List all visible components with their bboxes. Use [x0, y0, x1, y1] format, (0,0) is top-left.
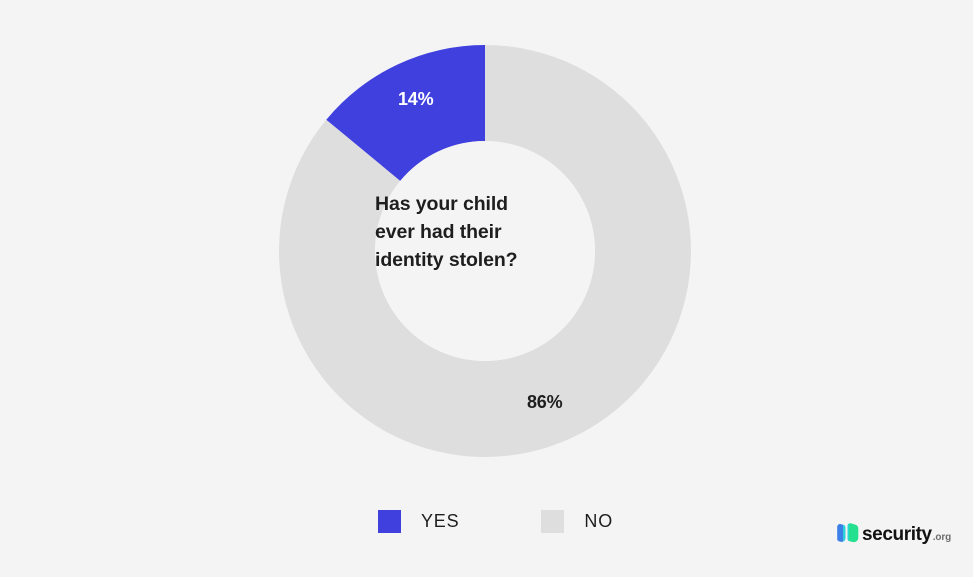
brand-tld: .org	[932, 532, 952, 543]
legend-item-no[interactable]: NO	[541, 510, 613, 533]
legend-swatch-no-icon	[541, 510, 565, 533]
slice-value-label-yes: 14%	[398, 89, 434, 109]
legend-swatch-yes-icon	[378, 510, 401, 533]
legend-label-no: NO	[584, 511, 614, 531]
slice-value-label-no: 86%	[527, 392, 563, 412]
donut-slice-no[interactable]	[279, 45, 691, 457]
donut-chart	[279, 45, 691, 457]
donut-hole	[375, 141, 595, 361]
donut-slice-yes[interactable]	[326, 45, 485, 181]
brand-name: security	[862, 524, 932, 545]
donut-svg	[279, 45, 691, 457]
legend-label-yes: YES	[421, 511, 460, 531]
security-org-logo-icon	[837, 523, 859, 543]
legend-item-yes[interactable]: YES	[378, 510, 459, 533]
brand-logo[interactable]: security .org	[836, 519, 951, 545]
chart-legend: YES NO	[378, 510, 613, 533]
